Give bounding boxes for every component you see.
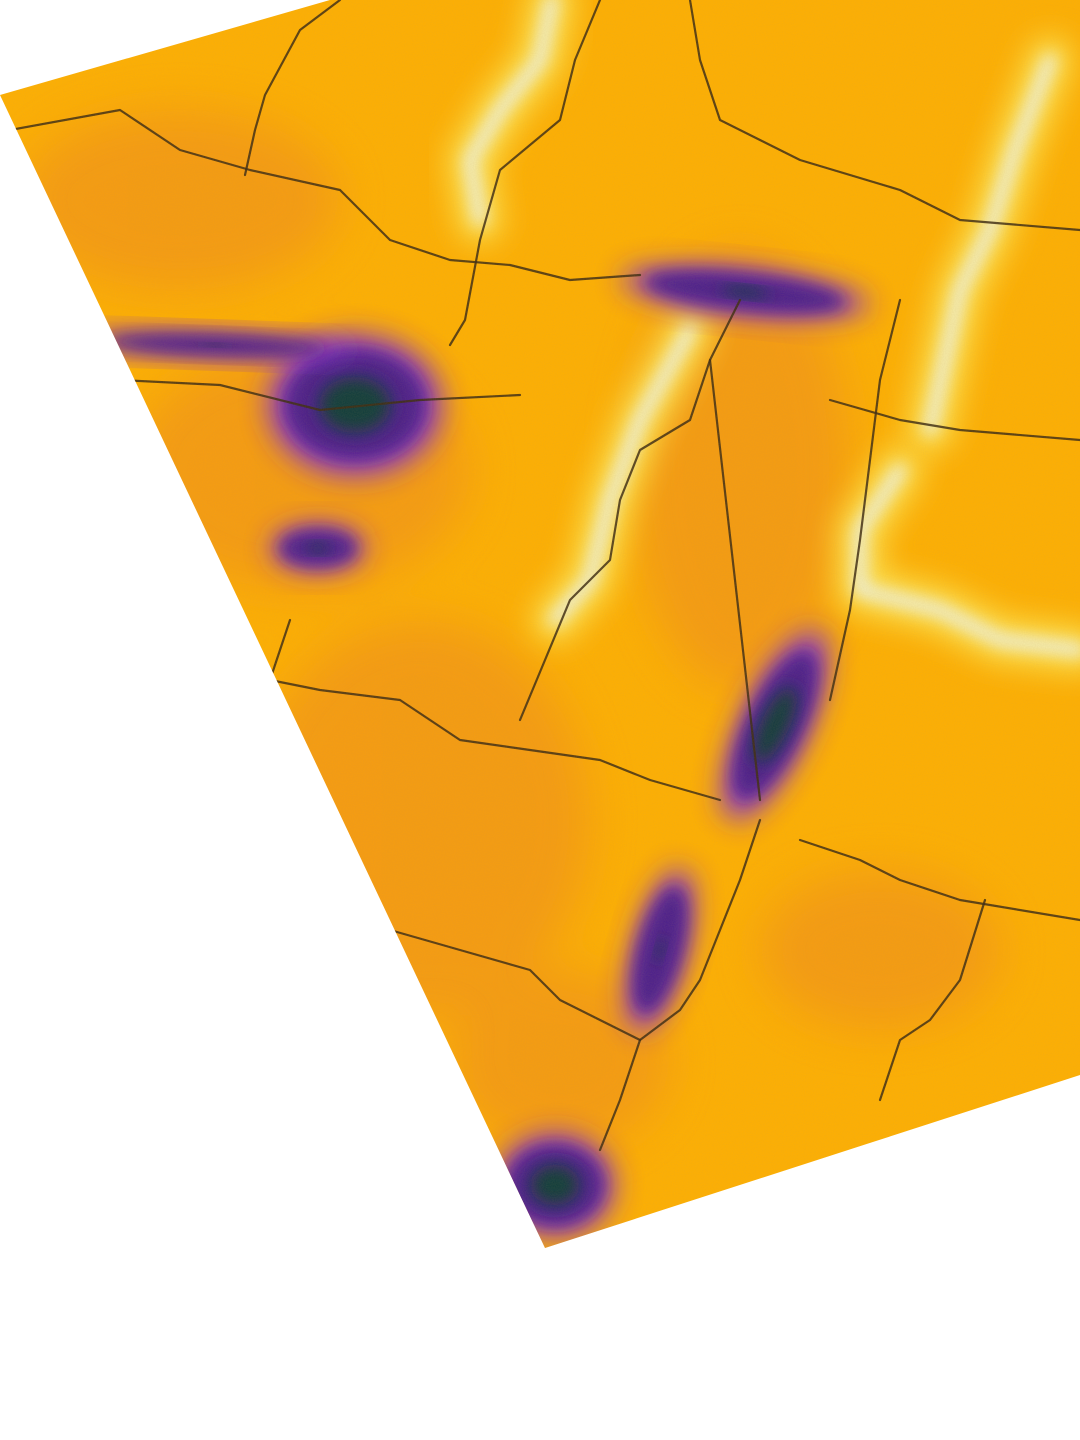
texture-overlay	[0, 0, 1080, 1248]
raster-tile	[0, 0, 1080, 1248]
